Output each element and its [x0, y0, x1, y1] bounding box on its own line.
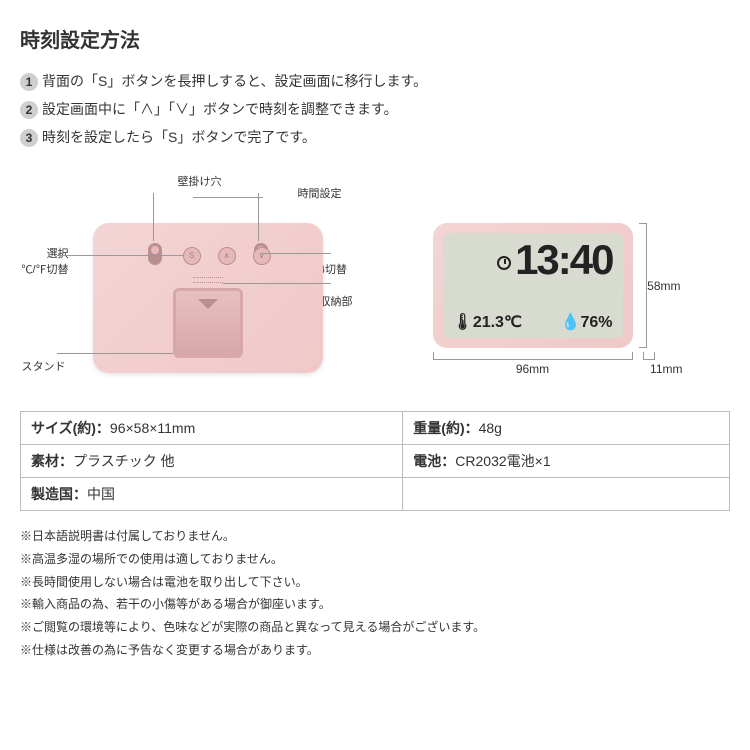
down-button-icon: ∨ — [253, 247, 271, 265]
disclaimer-notes: ※日本語説明書は付属しておりません。 ※高温多湿の場所での使用は適しておりません… — [20, 525, 730, 662]
temp-readout: 🌡21.3℃ — [453, 312, 522, 332]
leader-line — [57, 255, 183, 256]
step-2: 2設定画面中に「∧」「∨」ボタンで時刻を調整できます。 — [20, 95, 730, 123]
clock-back-body: S ∧ ∨ — [93, 223, 323, 373]
leader-line — [153, 193, 154, 241]
step-1: 1背面の「S」ボタンを長押しすると、設定画面に移行します。 — [20, 67, 730, 95]
table-row: 素材：プラスチック 他 電池：CR2032電池×1 — [21, 445, 730, 478]
section-title: 時刻設定方法 — [20, 24, 730, 53]
callout-stand: スタンド — [22, 358, 66, 374]
clock-icon — [497, 256, 511, 270]
time-value: 13:40 — [515, 236, 612, 283]
note-line: ※日本語説明書は付属しておりません。 — [20, 525, 730, 548]
spec-cell: 電池：CR2032電池×1 — [403, 445, 730, 478]
step-text: 背面の「S」ボタンを長押しすると、設定画面に移行します。 — [42, 73, 427, 89]
step-text: 設定画面中に「∧」「∨」ボタンで時刻を調整できます。 — [42, 101, 398, 117]
time-readout: 13:40 — [453, 239, 613, 281]
hang-hole-icon — [148, 243, 162, 265]
leader-line — [261, 253, 331, 254]
dimension-height: 58mm — [647, 279, 680, 293]
leader-line — [223, 283, 331, 284]
dimension-bracket — [433, 352, 633, 360]
battery-slot-icon — [193, 277, 223, 283]
sub-readout: 🌡21.3℃ 💧76% — [453, 312, 613, 332]
up-button-icon: ∧ — [218, 247, 236, 265]
clock-front-body: 13:40 🌡21.3℃ 💧76% 58mm 96mm 11mm — [433, 223, 633, 348]
spec-cell — [403, 478, 730, 511]
leader-line — [258, 193, 259, 241]
spec-cell: サイズ(約)：96×58×11mm — [21, 412, 403, 445]
dimension-depth: 11mm — [650, 362, 682, 376]
stand-icon — [173, 288, 243, 358]
dimension-bracket — [643, 352, 655, 360]
table-row: サイズ(約)：96×58×11mm 重量(約)：48g — [21, 412, 730, 445]
dimension-width: 96mm — [516, 362, 549, 376]
note-line: ※長時間使用しない場合は電池を取り出して下さい。 — [20, 571, 730, 594]
spec-table: サイズ(約)：96×58×11mm 重量(約)：48g 素材：プラスチック 他 … — [20, 411, 730, 511]
note-line: ※ご閲覧の環境等により、色味などが実際の商品と異なって見える場合がございます。 — [20, 616, 730, 639]
spec-cell: 素材：プラスチック 他 — [21, 445, 403, 478]
callout-wall-hole: 壁掛け穴 — [178, 173, 222, 189]
product-diagrams: 壁掛け穴 時間設定 選択 ℃/℉切替 選択 12/24切替 電池収納部 スタンド… — [20, 163, 730, 393]
back-view-diagram: 壁掛け穴 時間設定 選択 ℃/℉切替 選択 12/24切替 電池収納部 スタンド… — [58, 173, 358, 393]
spec-cell: 重量(約)：48g — [403, 412, 730, 445]
step-number-icon: 3 — [20, 129, 38, 147]
dimension-bracket — [639, 223, 647, 348]
step-number-icon: 1 — [20, 73, 38, 91]
callout-time-set: 時間設定 — [298, 185, 342, 201]
callout-text: ℃/℉切替 — [22, 261, 69, 277]
step-text: 時刻を設定したら「S」ボタンで完了です。 — [42, 129, 316, 145]
step-3: 3時刻を設定したら「S」ボタンで完了です。 — [20, 123, 730, 151]
s-button-icon: S — [183, 247, 201, 265]
lcd-screen: 13:40 🌡21.3℃ 💧76% — [443, 233, 623, 338]
note-line: ※仕様は改善の為に予告なく変更する場合があります。 — [20, 639, 730, 662]
table-row: 製造国：中国 — [21, 478, 730, 511]
step-number-icon: 2 — [20, 101, 38, 119]
front-view-diagram: 13:40 🌡21.3℃ 💧76% 58mm 96mm 11mm — [433, 173, 693, 393]
note-line: ※高温多湿の場所での使用は適しておりません。 — [20, 548, 730, 571]
leader-line — [193, 197, 263, 198]
spec-cell: 製造国：中国 — [21, 478, 403, 511]
leader-line — [57, 353, 173, 354]
humidity-readout: 💧76% — [561, 312, 613, 332]
instruction-steps: 1背面の「S」ボタンを長押しすると、設定画面に移行します。 2設定画面中に「∧」… — [20, 67, 730, 151]
callout-select-left: 選択 ℃/℉切替 — [22, 245, 69, 277]
callout-text: 選択 — [22, 245, 69, 261]
note-line: ※輸入商品の為、若干の小傷等がある場合が御座います。 — [20, 593, 730, 616]
